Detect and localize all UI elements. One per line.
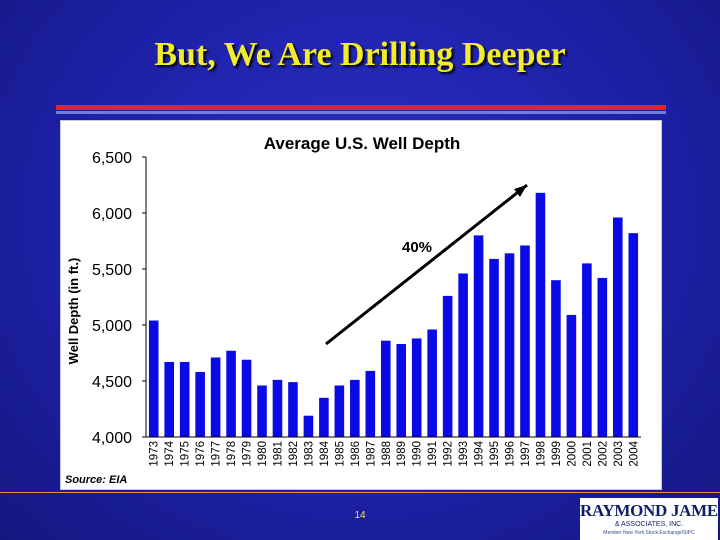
x-tick-label: 1998 [535,441,547,467]
y-tick-label: 4,500 [92,374,132,391]
x-tick-label: 1982 [288,441,300,467]
x-tick-label: 1990 [412,441,424,467]
x-tick-label: 1994 [474,440,486,466]
bar-1992 [442,295,453,437]
x-tick-label: 1992 [443,441,455,467]
bar-1986 [350,379,360,437]
bar-2002 [597,277,608,437]
title-divider-blue [56,111,666,114]
bar-1983 [303,415,314,437]
x-tick-label: 1995 [489,441,501,467]
x-tick-label: 1973 [149,441,161,467]
x-tick-label: 1978 [226,441,238,467]
title-divider-red [56,105,666,110]
x-tick-label: 1999 [551,441,563,467]
well-depth-chart: Average U.S. Well Depth Well Depth (in f… [65,134,641,486]
x-tick-label: 1983 [303,441,315,467]
x-tick-label: 1993 [458,441,470,467]
logo-subtitle: & ASSOCIATES, INC. [614,521,684,528]
y-tick-label: 6,500 [92,150,132,167]
chart-title: Average U.S. Well Depth [264,134,461,153]
bar-1980 [257,385,267,437]
bar-1996 [504,253,515,437]
source-note: Source: EIA [65,474,127,486]
x-tick-label: 1981 [272,441,284,467]
x-tick-label: 1980 [257,441,269,467]
y-tick-label: 6,000 [92,206,132,223]
slide-title: But, We Are Drilling Deeper [154,36,566,73]
footer-divider [0,492,720,493]
x-tick-label: 1974 [164,440,176,466]
bar-1981 [272,379,283,437]
bar-1994 [473,235,484,437]
y-tick-label: 5,500 [92,262,132,279]
x-tick-label: 2000 [566,441,578,467]
bar-1976 [195,372,205,437]
bar-1988 [380,340,391,437]
bar-1974 [164,361,174,437]
bar-1989 [396,344,407,437]
bar-1984 [319,397,329,437]
y-tick-label: 4,000 [92,430,132,447]
x-tick-label: 2003 [613,441,625,467]
trend-arrow [325,183,528,346]
bar-1991 [427,329,437,437]
bar-1998 [535,192,546,437]
y-axis-label: Well Depth (in ft.) [66,258,81,365]
x-tick-label: 1991 [427,441,439,467]
bar-2001 [582,263,592,437]
x-tick-label: 1996 [505,441,517,467]
bar-1973 [148,320,159,437]
x-tick-label: 1987 [365,441,377,467]
trend-annotation: 40% [402,239,432,256]
trend-arrowhead [514,185,527,197]
bar-1975 [179,361,190,437]
x-tick-label: 2001 [582,441,594,467]
bar-1990 [411,338,422,437]
raymond-james-logo: RAYMOND JAMES & ASSOCIATES, INC. Member … [580,498,720,540]
x-axis-ticks: 1973 1974 1975 1976 1977 1978 1979 1980 1981 1982… [149,440,641,466]
x-tick-label: 1976 [195,441,207,467]
x-tick-label: 1979 [242,441,254,467]
y-tick-label: 5,000 [92,318,132,335]
x-tick-label: 1986 [350,441,362,467]
bar-1985 [334,385,345,437]
page-number: 14 [354,510,366,521]
bar-1997 [520,245,530,437]
bar-2003 [613,217,623,437]
x-tick-label: 1997 [520,441,532,467]
x-tick-label: 1988 [381,441,393,467]
x-tick-label: 2002 [597,441,609,467]
bar-1979 [241,359,252,437]
x-tick-label: 1985 [334,441,346,467]
x-tick-label: 1975 [180,441,192,467]
bars-group [148,192,639,437]
bar-1982 [288,382,298,437]
bar-1995 [489,258,499,437]
x-tick-label: 1984 [319,440,331,466]
x-tick-label: 1977 [211,441,223,467]
bar-2000 [566,314,577,437]
bar-2004 [628,233,639,437]
bar-1978 [226,350,236,437]
chart-panel: Average U.S. Well Depth Well Depth (in f… [60,120,662,490]
y-axis-ticks: 4,000 4,500 5,000 5,500 6,000 6,500 [92,150,146,447]
bar-1993 [458,273,468,437]
logo-name: RAYMOND JAMES [580,501,720,520]
logo-tagline: Member New York Stock Exchange/SIPC [603,530,695,536]
bar-1987 [365,370,376,437]
x-tick-label: 2004 [628,440,640,466]
x-tick-label: 1989 [396,441,408,467]
bar-1977 [210,357,221,437]
bar-1999 [551,280,561,437]
